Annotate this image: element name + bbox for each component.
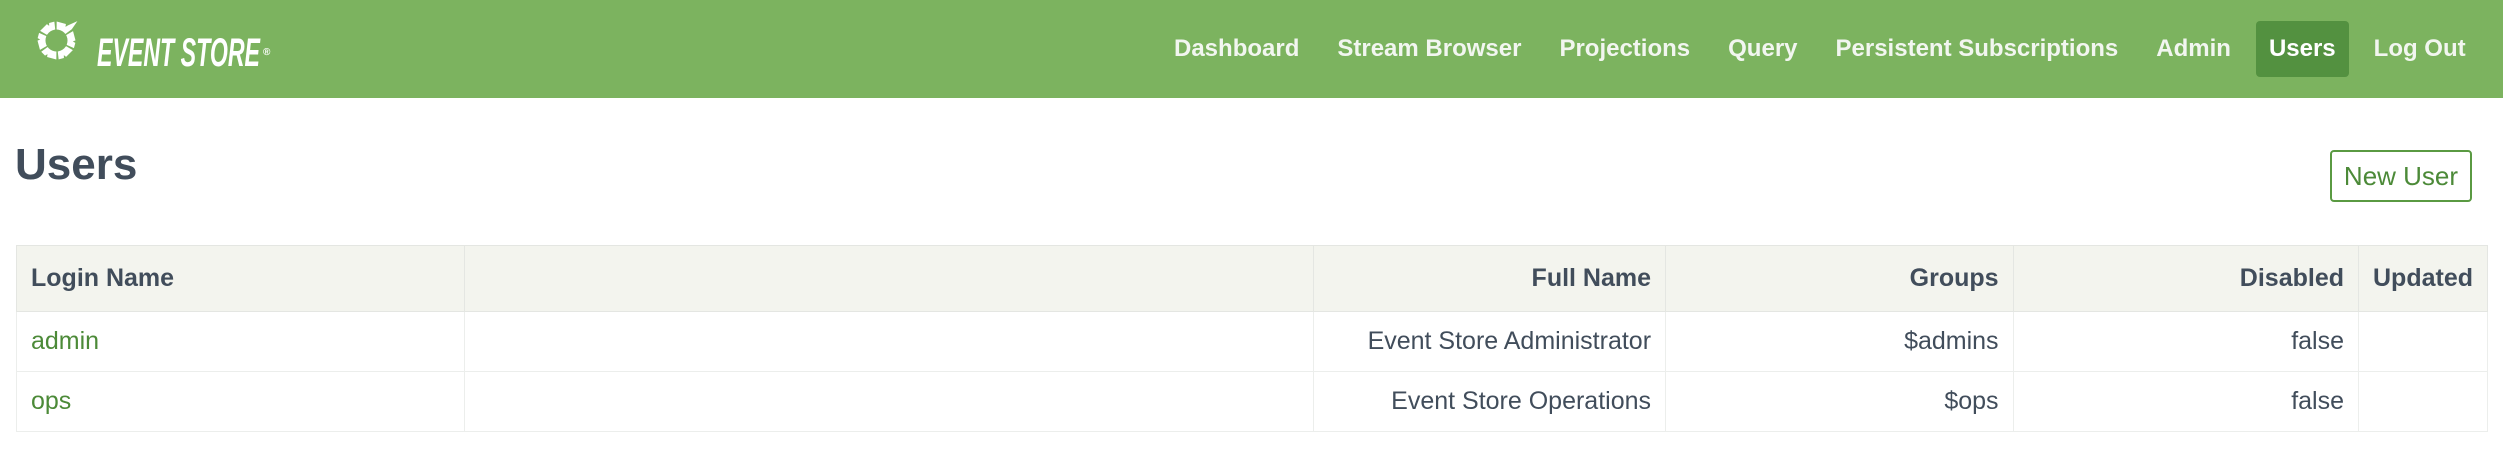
svg-text:EVENT STORE: EVENT STORE [97, 31, 261, 75]
svg-text:®: ® [263, 47, 271, 58]
